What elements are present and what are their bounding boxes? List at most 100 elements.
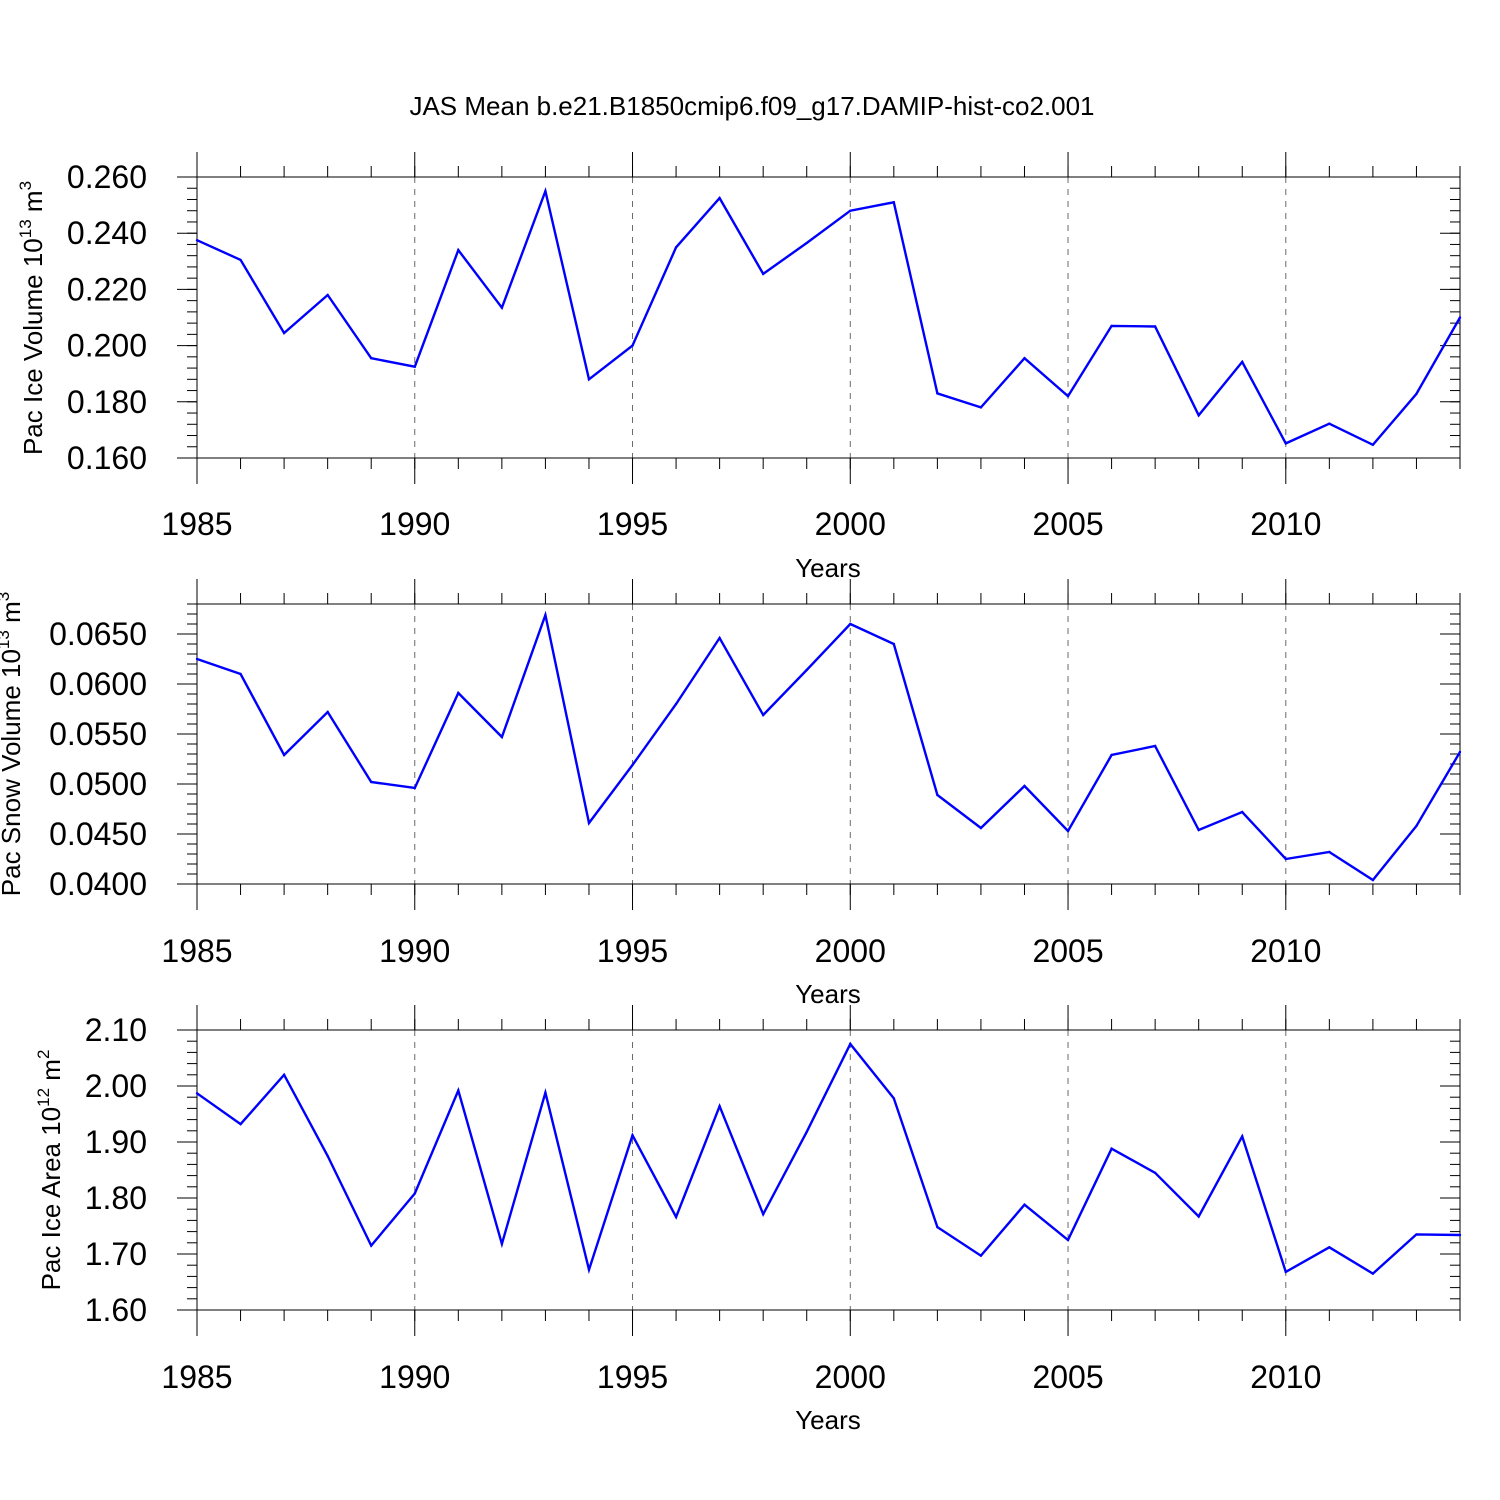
xlabel-ice-volume: Years: [795, 553, 861, 583]
data-point-1997: [718, 636, 721, 640]
xlabel-ice-area: Years: [795, 1405, 861, 1435]
x-tick-label: 2010: [1250, 933, 1321, 969]
plot-frame: [196, 1029, 1461, 1311]
data-point-2005: [1066, 1238, 1070, 1242]
data-point-1999: [805, 241, 808, 245]
data-point-1995: [631, 344, 634, 347]
x-tick-label: 2010: [1250, 1359, 1321, 1395]
data-point-1991: [457, 248, 460, 252]
data-point-2010: [1284, 1270, 1287, 1274]
ylabel-unit: m: [36, 1059, 66, 1088]
panel-snow-volume: Pac Snow Volume 1013 m3 Years 1985 1990 19…: [0, 579, 1462, 1009]
x-tick-label: 1985: [161, 933, 232, 969]
x-tick-label: 1995: [597, 506, 668, 542]
data-point-2011: [1328, 422, 1331, 425]
data-point-2001: [892, 1097, 896, 1100]
data-point-1987: [282, 753, 286, 757]
data-point-1997: [718, 1104, 721, 1108]
ylabel-unit-exponent: 3: [0, 592, 13, 601]
data-point-1990: [413, 365, 416, 368]
data-point-1991: [457, 691, 460, 695]
data-point-1986: [239, 1122, 242, 1126]
data-point-2003: [979, 1254, 983, 1257]
data-point-2004: [1023, 357, 1026, 360]
data-point-2008: [1197, 1215, 1200, 1218]
x-tick-label: 2010: [1250, 506, 1321, 542]
data-point-1985: [195, 657, 199, 661]
data-point-2003: [979, 826, 983, 830]
y-tick-label: 1.90: [85, 1124, 147, 1160]
data-point-2000: [849, 209, 852, 212]
data-point-1988: [326, 293, 329, 297]
ylabel-prefix: Pac Ice Area 10: [36, 1107, 66, 1291]
ylabel-exponent: 12: [34, 1088, 53, 1107]
data-point-1990: [413, 786, 416, 790]
ylabel-ice-volume: Pac Ice Volume 1013 m3: [16, 181, 48, 455]
data-point-2012: [1371, 878, 1375, 882]
data-point-1995: [631, 763, 634, 767]
data-point-2008: [1197, 828, 1200, 832]
data-point-1997: [718, 196, 721, 200]
data-point-1988: [326, 1154, 329, 1158]
data-point-2010: [1284, 857, 1287, 861]
data-point-2010: [1284, 442, 1287, 445]
data-point-2013: [1415, 824, 1418, 828]
data-point-1995: [631, 1134, 634, 1137]
data-point-2014: [1458, 1233, 1462, 1237]
data-point-2012: [1371, 443, 1375, 446]
data-point-1994: [587, 1268, 591, 1271]
data-point-2013: [1415, 1233, 1418, 1236]
data-point-2009: [1241, 810, 1244, 814]
data-point-1996: [674, 246, 678, 249]
data-point-2014: [1458, 316, 1462, 319]
data-point-2004: [1023, 784, 1026, 788]
y-tick-label: 0.240: [67, 215, 147, 251]
data-point-1992: [500, 735, 504, 739]
series-line: [196, 610, 1462, 882]
data-point-1989: [370, 1244, 373, 1247]
x-tick-label: 1995: [597, 1359, 668, 1395]
x-tick-label: 1990: [379, 506, 450, 542]
x-tick-label: 2000: [815, 506, 886, 542]
data-point-2007: [1153, 744, 1157, 748]
ylabel-exponent: 13: [16, 219, 35, 238]
data-point-2006: [1110, 1147, 1113, 1150]
data-point-1986: [239, 672, 242, 676]
ylabel-snow-volume: Pac Snow Volume 1013 m3: [0, 592, 26, 896]
data-point-1986: [239, 258, 242, 262]
y-tick-label: 0.0500: [49, 766, 147, 802]
data-point-1987: [282, 331, 286, 335]
data-point-2002: [936, 392, 939, 395]
panel-ice-area: Pac Ice Area 1012 m2 Years 1985 1990 1995 2…: [34, 1005, 1462, 1435]
data-point-1999: [805, 668, 808, 672]
data-point-1993: [544, 189, 547, 193]
data-point-1990: [413, 1192, 416, 1195]
data-point-2001: [892, 642, 896, 646]
series-line: [196, 1041, 1461, 1276]
data-point-2004: [1023, 1203, 1026, 1206]
y-tick-label: 2.10: [85, 1012, 147, 1048]
data-point-1989: [370, 780, 373, 784]
data-point-2014: [1458, 750, 1462, 754]
y-tick-label: 0.200: [67, 328, 147, 364]
data-point-1985: [195, 239, 199, 242]
x-tick-label: 1990: [379, 1359, 450, 1395]
x-tick-label: 2000: [815, 933, 886, 969]
data-point-2006: [1110, 753, 1113, 757]
data-point-1992: [500, 306, 504, 309]
y-tick-label: 0.0450: [49, 816, 147, 852]
y-tick-label: 2.00: [85, 1068, 147, 1104]
ylabel-prefix: Pac Ice Volume 10: [18, 238, 48, 455]
y-tick-label: 0.0650: [49, 616, 147, 652]
ylabel-prefix: Pac Snow Volume 10: [0, 649, 26, 896]
data-point-1994: [587, 378, 591, 381]
data-point-2007: [1153, 325, 1157, 328]
data-point-1994: [587, 821, 591, 825]
data-point-2005: [1066, 829, 1070, 833]
data-point-2008: [1197, 414, 1200, 417]
data-point-2012: [1371, 1272, 1375, 1275]
data-point-1998: [761, 272, 765, 276]
data-point-1992: [500, 1242, 504, 1246]
data-point-1996: [674, 702, 678, 706]
